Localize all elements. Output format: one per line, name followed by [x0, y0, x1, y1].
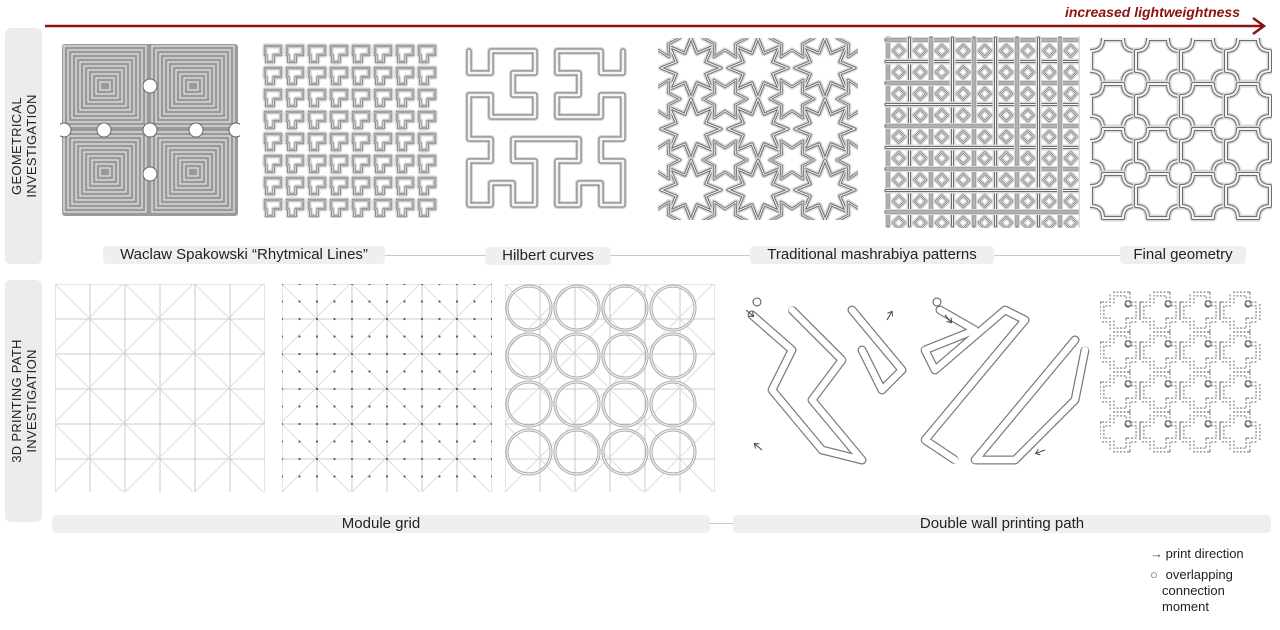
label-spakowski: Waclaw Spakowski “Rhytmical Lines” — [103, 246, 385, 264]
legend-overlap: ○ overlapping connection moment — [1150, 567, 1233, 615]
row-title-line1: 3D PRINTING PATH — [8, 339, 24, 463]
pattern-rhythmical-lines — [60, 44, 240, 216]
legend-text: print direction — [1165, 546, 1244, 561]
legend-print-direction: → print direction — [1150, 546, 1244, 562]
module-grid-overlay — [505, 284, 715, 492]
row-title-line1: GEOMETRICAL — [8, 97, 24, 195]
double-wall-path-b — [920, 297, 1090, 465]
arrow-label: increased lightweightness — [1064, 4, 1240, 20]
circle-icon: ○ — [1150, 567, 1158, 582]
pattern-rhythmical-lines-variant — [262, 43, 438, 218]
row-title-line2: INVESTIGATION — [23, 94, 39, 198]
row-title-line2: INVESTIGATION — [23, 349, 39, 453]
legend-text: connection — [1162, 583, 1225, 598]
label-hilbert: Hilbert curves — [485, 247, 611, 265]
legend-text: overlapping — [1165, 567, 1233, 582]
row-tab-printing: 3D PRINTING PATH INVESTIGATION — [5, 280, 42, 522]
module-grid-points — [282, 284, 492, 492]
legend-text: moment — [1162, 599, 1209, 614]
double-wall-path-a — [745, 297, 907, 465]
arrow-right-icon: → — [1150, 546, 1163, 561]
row-tab-geometrical: GEOMETRICAL INVESTIGATION — [5, 28, 42, 264]
pattern-mashrabiya-lattice — [884, 36, 1080, 228]
label-connector — [700, 523, 740, 524]
label-module-grid: Module grid — [52, 515, 710, 533]
module-grid-lines — [55, 284, 265, 492]
label-final: Final geometry — [1120, 246, 1246, 264]
label-mashrabiya: Traditional mashrabiya patterns — [750, 246, 994, 264]
pattern-final-geometry — [1090, 38, 1272, 222]
label-double-wall: Double wall printing path — [733, 515, 1271, 533]
pattern-hilbert-curve — [465, 47, 627, 209]
double-wall-path-final — [1100, 291, 1261, 453]
lightweight-arrow — [45, 16, 1267, 36]
pattern-mashrabiya-star — [658, 38, 858, 220]
